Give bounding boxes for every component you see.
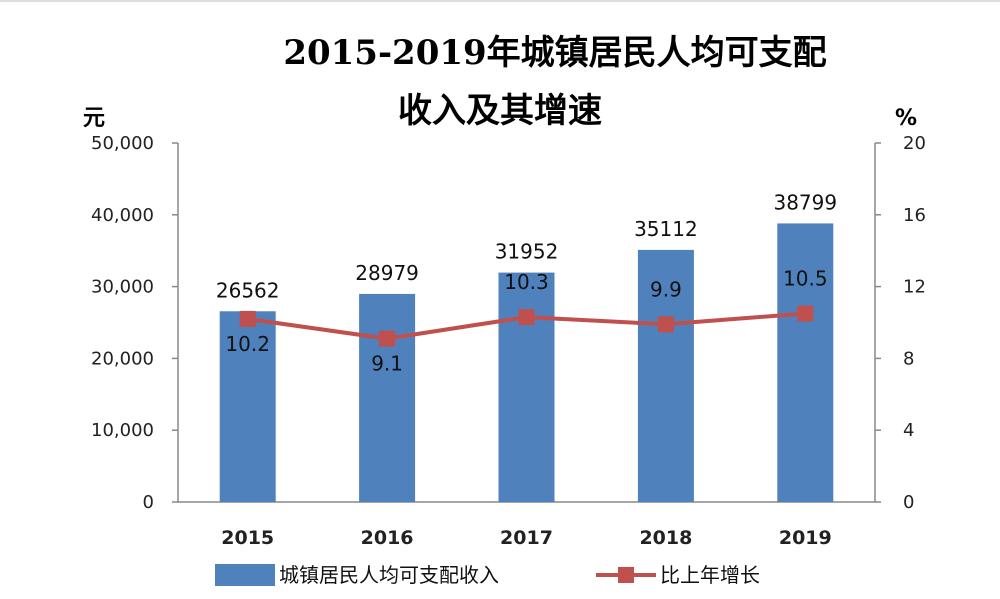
growth-marker-2017	[518, 309, 535, 326]
legend-line-label: 比上年增长	[660, 563, 760, 587]
left-axis-ticks: 0 10,000 20,000 30,000 40,000 50,000	[91, 133, 178, 513]
right-axis-ticks: 0 4 8 12 16 20	[875, 133, 926, 513]
legend-line-marker	[618, 567, 634, 583]
line-data-labels: 10.2 9.1 10.3 9.9 10.5	[225, 267, 827, 376]
x-tick-label-2015: 2015	[221, 527, 274, 549]
x-tick-label-2016: 2016	[361, 527, 414, 549]
chart-title-line1: 2015-2019年城镇居民人均可支配	[283, 33, 826, 73]
growth-value-label-2015: 10.2	[225, 332, 270, 356]
growth-marker-2015	[239, 310, 256, 327]
bar-2016	[359, 293, 416, 502]
growth-value-label-2016: 9.1	[371, 352, 403, 376]
left-tick-label: 30,000	[91, 277, 154, 298]
chart-title-line2: 收入及其增速	[398, 91, 602, 131]
bar-value-label-2015: 26562	[216, 278, 280, 302]
bar-series	[219, 223, 834, 502]
growth-value-label-2017: 10.3	[504, 270, 549, 294]
line-series	[239, 305, 814, 347]
right-tick-label: 4	[903, 420, 914, 441]
left-tick-label: 20,000	[91, 348, 154, 369]
left-tick-label: 0	[143, 492, 154, 513]
right-tick-label: 0	[903, 492, 914, 513]
growth-marker-2019	[797, 305, 814, 322]
bar-2019	[777, 223, 834, 502]
left-tick-label: 40,000	[91, 205, 154, 226]
bar-value-label-2019: 38799	[773, 190, 837, 214]
bar-2018	[637, 249, 694, 502]
growth-value-label-2018: 9.9	[650, 277, 682, 301]
bar-value-label-2018: 35112	[634, 217, 698, 241]
x-tick-label-2018: 2018	[639, 527, 692, 549]
x-tick-label-2019: 2019	[779, 527, 832, 549]
right-tick-label: 12	[903, 277, 926, 298]
left-tick-label: 10,000	[91, 420, 154, 441]
growth-marker-2016	[379, 330, 396, 347]
bar-2015	[219, 311, 276, 502]
legend-bar-swatch	[215, 564, 275, 586]
legend-bar-label: 城镇居民人均可支配收入	[279, 563, 499, 587]
bar-value-label-2016: 28979	[355, 261, 419, 285]
bar-value-label-2017: 31952	[495, 240, 559, 264]
bar-2017	[498, 272, 555, 502]
right-tick-label: 16	[903, 205, 926, 226]
left-tick-label: 50,000	[91, 133, 154, 154]
growth-value-label-2019: 10.5	[783, 267, 828, 291]
right-tick-label: 20	[903, 133, 926, 154]
bar-data-labels: 26562 28979 31952 35112 38799	[216, 190, 837, 302]
category-labels: 2015 2016 2017 2018 2019	[221, 527, 831, 549]
right-axis-unit: %	[895, 106, 917, 131]
legend: 城镇居民人均可支配收入 比上年增长	[215, 563, 760, 587]
left-axis-unit: 元	[83, 106, 105, 131]
growth-marker-2018	[657, 316, 674, 333]
right-tick-label: 8	[903, 348, 914, 369]
x-tick-label-2017: 2017	[500, 527, 553, 549]
